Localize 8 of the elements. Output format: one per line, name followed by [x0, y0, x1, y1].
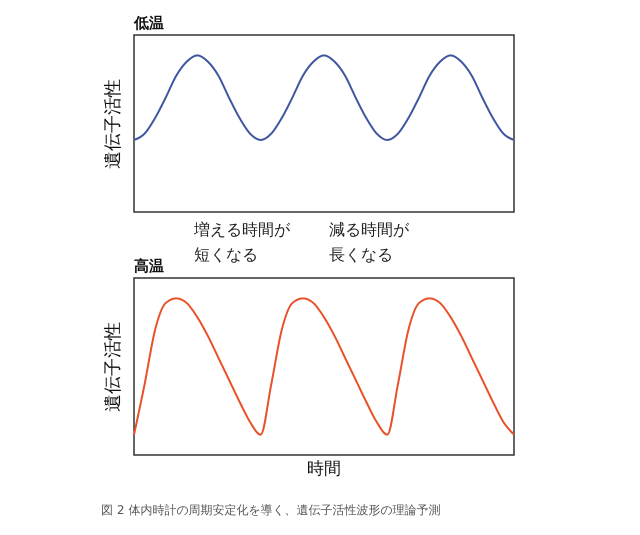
- text: 減る時間が長くなる: [329, 220, 410, 264]
- caption: 図 2 体内時計の周期安定化を導く、遺伝子活性波形の理論予測: [101, 503, 440, 517]
- x-axis-title: 時間: [307, 459, 341, 479]
- y-axis-title: 遺伝子活性: [102, 322, 124, 412]
- chart-title: 低温: [133, 14, 164, 32]
- chart-title: 高温: [134, 257, 164, 275]
- y-axis-title: 遺伝子活性: [102, 79, 124, 169]
- text: 増える時間が短くなる: [193, 220, 291, 264]
